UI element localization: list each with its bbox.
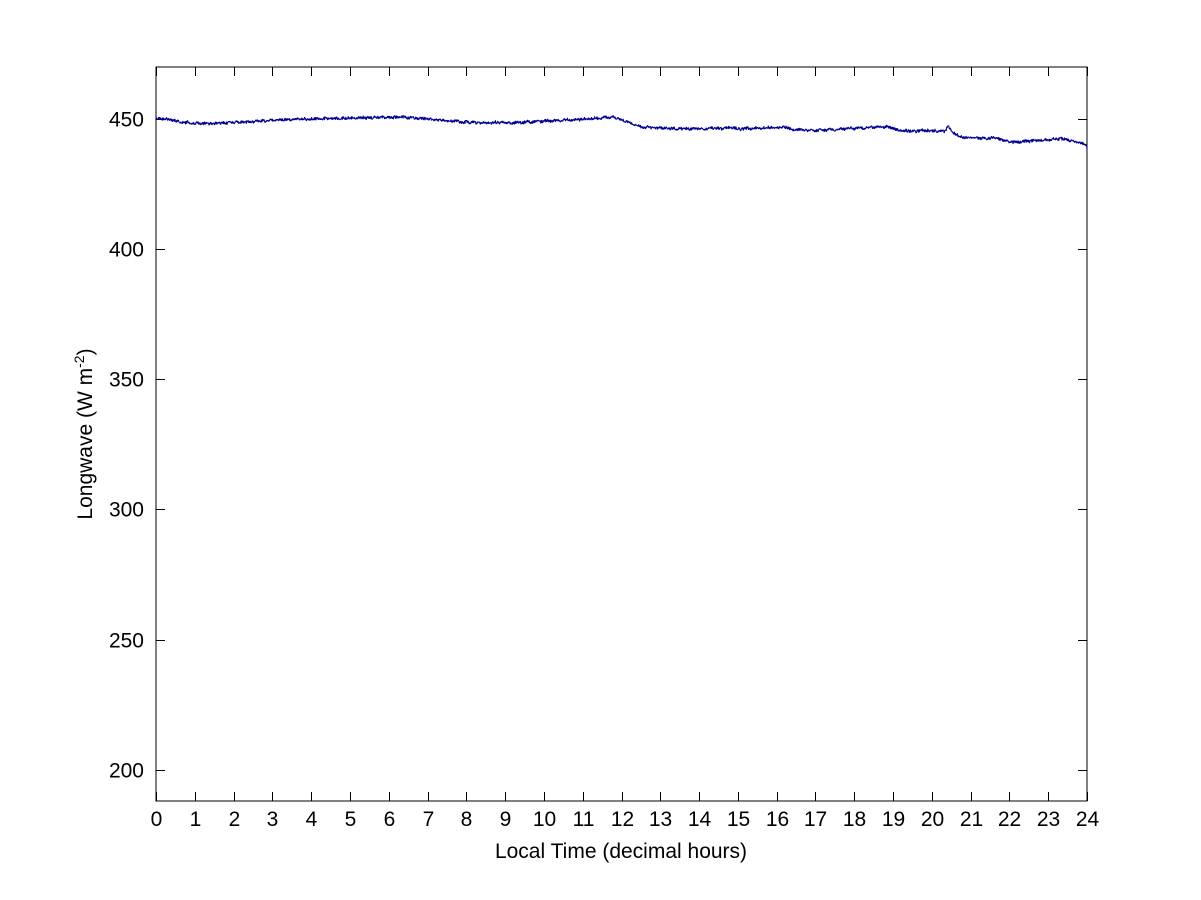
y-axis-tick-labels: 200 250 300 350 400 450	[109, 109, 144, 783]
x-tick-label: 12	[611, 808, 634, 831]
x-axis-tick-labels: 0 1 2 3 4 5 6 7 8 9 10 11 12 13 14 15 16 17 18 19 20 21 22 23 24	[151, 808, 1100, 831]
x-tick-label: 1	[190, 808, 202, 831]
x-tick-label: 5	[345, 808, 357, 831]
x-tick-label: 6	[384, 808, 396, 831]
x-tick-label: 21	[960, 808, 983, 831]
x-tick-label: 23	[1037, 808, 1060, 831]
y-axis-label-main: Longwave (W m	[74, 368, 97, 520]
x-tick-label: 11	[573, 808, 595, 831]
x-tick-label: 20	[921, 808, 944, 831]
x-tick-label: 9	[500, 808, 512, 831]
y-axis-label-superscript: -2	[71, 355, 87, 368]
x-tick-label: 10	[533, 808, 556, 831]
y-axis-label-tail: )	[74, 348, 97, 355]
data-series-group	[155, 114, 1088, 150]
y-tick-label: 350	[109, 369, 144, 392]
plot-frame	[155, 66, 1088, 802]
x-tick-label: 14	[688, 808, 712, 831]
x-tick-label: 18	[843, 808, 866, 831]
x-tick-label: 4	[306, 808, 318, 831]
y-tick-label: 300	[109, 499, 144, 522]
y-tick-label: 400	[109, 239, 144, 262]
x-axis-label: Local Time (decimal hours)	[495, 840, 747, 863]
x-tick-label: 19	[882, 808, 905, 831]
y-tick-label: 200	[109, 760, 144, 783]
x-axis-ticks	[155, 67, 1089, 801]
axes-box	[155, 66, 1088, 802]
x-tick-label: 22	[998, 808, 1021, 831]
y-tick-label: 250	[109, 630, 144, 653]
y-axis-label: Longwave (W m-2)	[71, 348, 97, 519]
data-line-series-0	[155, 114, 1088, 150]
x-tick-label: 13	[649, 808, 672, 831]
x-tick-label: 17	[804, 808, 827, 831]
y-tick-label: 450	[109, 109, 144, 132]
x-tick-label: 16	[766, 808, 789, 831]
y-axis-ticks	[156, 118, 1087, 772]
x-tick-label: 3	[267, 808, 279, 831]
x-tick-label: 8	[461, 808, 473, 831]
x-tick-label: 7	[423, 808, 435, 831]
x-tick-label: 2	[229, 808, 241, 831]
x-tick-label: 0	[151, 808, 163, 831]
x-tick-label: 24	[1076, 808, 1100, 831]
x-tick-label: 15	[727, 808, 750, 831]
